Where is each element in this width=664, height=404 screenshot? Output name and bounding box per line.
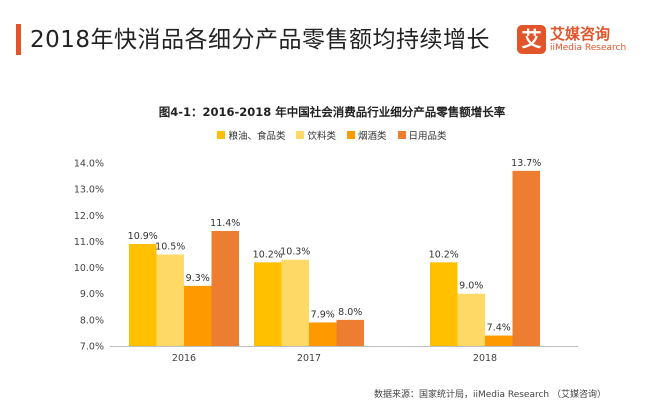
bar [211,230,239,346]
legend-item: 烟酒类 [347,128,387,142]
legend-swatch [347,131,355,139]
x-tick-label: 2017 [297,353,321,364]
bar [485,335,513,346]
legend-item: 粮油、食品类 [217,128,285,142]
x-tick-label: 2018 [473,353,497,364]
data-label: 7.4% [487,323,511,334]
bar [281,259,309,346]
chart-legend: 粮油、食品类 饮料类 烟酒类 日用品类 [0,128,664,142]
legend-label: 饮料类 [307,131,336,142]
y-tick-label: 7.0% [80,342,104,353]
data-label: 10.2% [253,249,283,260]
logo-text: 艾媒咨询 iiMedia Research [550,24,627,54]
bar [309,322,337,346]
source-note: 数据来源：国家统计局，iiMedia Research （艾媒咨询） [373,390,606,400]
title-accent-bar [16,24,21,55]
data-label: 13.7% [511,158,541,169]
y-tick-label: 8.0% [80,315,104,326]
data-label: 11.4% [210,218,240,229]
bar [184,285,212,346]
data-label: 9.3% [186,273,210,284]
legend-label: 烟酒类 [358,131,387,142]
bar [129,244,157,346]
legend-item: 日用品类 [397,128,447,142]
y-tick-label: 12.0% [74,211,104,222]
legend-swatch [296,131,305,139]
bar [156,254,184,346]
page-title: 2018年快消品各细分产品零售额均持续增长 [30,27,491,53]
bar [254,262,282,346]
data-label: 10.2% [429,249,459,260]
y-tick-label: 9.0% [80,289,104,300]
bar [512,170,540,346]
ai-logo-icon: 艾 [517,25,546,54]
data-label: 9.0% [459,281,483,292]
bar [336,319,364,346]
legend-swatch [397,131,406,139]
bar [430,262,458,346]
chart-title: 图4-1：2016-2018 年中国社会消费品行业细分产品零售额增长率 [158,105,506,119]
logo-name-cn: 艾媒咨询 [550,24,611,43]
data-label: 10.3% [280,247,310,258]
x-tick-label: 2016 [172,353,196,364]
legend-label: 日用品类 [408,131,447,142]
legend-label: 粮油、食品类 [228,131,286,142]
data-label: 10.9% [128,231,158,242]
legend-swatch [217,131,226,139]
brand-logo: 艾 艾媒咨询 iiMedia Research [517,25,626,54]
legend-item: 饮料类 [296,128,336,142]
data-label: 7.9% [311,309,335,320]
y-tick-label: 14.0% [74,159,104,170]
bar [457,293,485,346]
logo-name-en: iiMedia Research [550,42,627,53]
y-tick-label: 13.0% [74,185,104,196]
data-label: 10.5% [155,242,185,253]
data-label: 8.0% [338,307,362,318]
y-tick-label: 11.0% [74,237,104,248]
y-tick-label: 10.0% [74,263,104,274]
